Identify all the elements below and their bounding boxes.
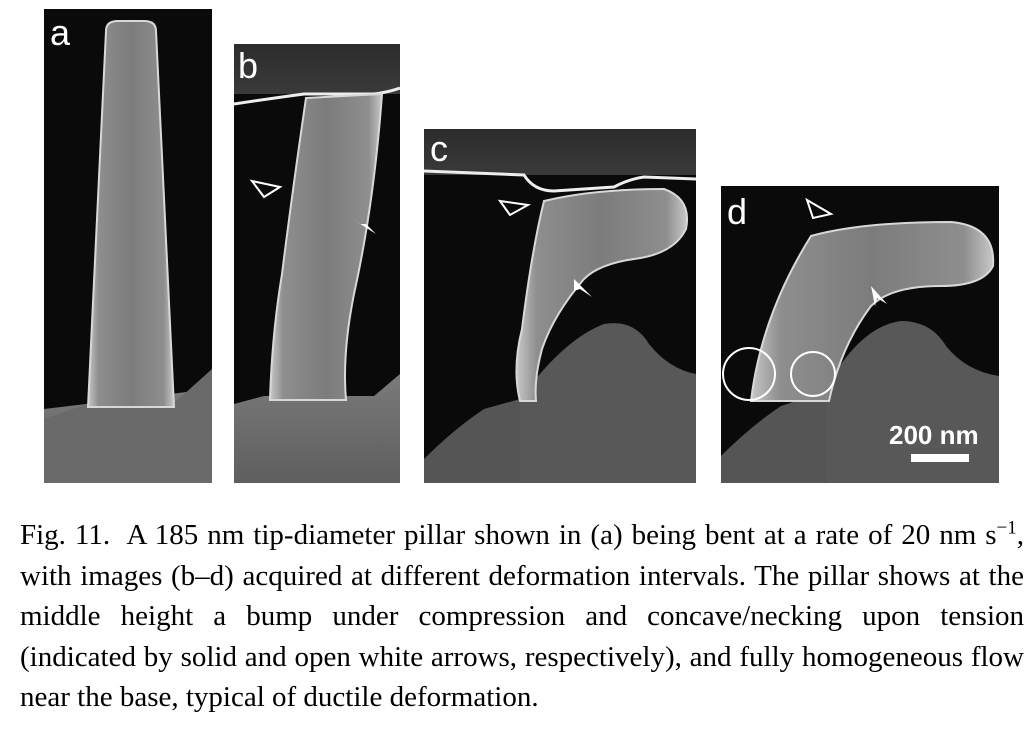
caption-text-part-1: A 185 nm tip-diameter pillar shown in (a… xyxy=(126,519,997,551)
pillar-image-d xyxy=(721,197,999,483)
caption-text-part-2: , with images (b–d) acquired at differen… xyxy=(20,519,1024,713)
pillar-image-b xyxy=(234,44,400,483)
caption-superscript: −1 xyxy=(996,517,1017,539)
panel-label-a: a xyxy=(50,12,71,53)
solid-arrow-icon xyxy=(871,286,887,306)
solid-arrow-icon xyxy=(574,279,592,297)
open-arrow-icon xyxy=(805,197,834,220)
pillar-image-c xyxy=(424,129,696,483)
sem-panel-d: d 200 nm xyxy=(721,186,999,483)
sem-panel-a: a xyxy=(44,9,212,483)
open-arrow-icon xyxy=(497,199,532,217)
solid-arrow-icon xyxy=(354,220,376,234)
panel-label-b: b xyxy=(238,45,259,86)
base-circle-right xyxy=(790,351,836,397)
base-circle-left xyxy=(722,347,776,401)
sem-panel-b: b xyxy=(234,44,400,483)
panel-label-c: c xyxy=(430,129,448,169)
pillar-image-a xyxy=(44,20,212,483)
scale-bar xyxy=(911,454,969,462)
panel-label-d: d xyxy=(727,191,748,232)
figure-number: Fig. 11. xyxy=(20,519,111,551)
figure-caption: Fig. 11. A 185 nm tip-diameter pillar sh… xyxy=(20,515,1024,718)
sem-panel-c: c xyxy=(424,129,696,483)
open-arrow-icon xyxy=(249,179,283,199)
scale-bar-label: 200 nm xyxy=(889,420,979,450)
